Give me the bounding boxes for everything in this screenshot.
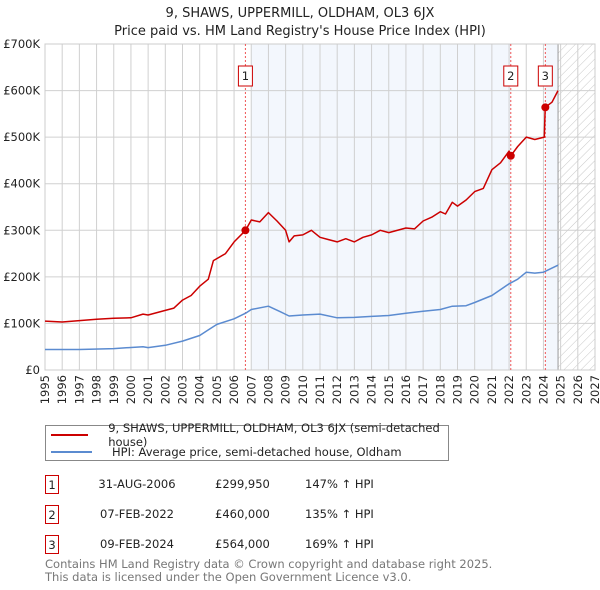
sale-label-box <box>537 65 553 87</box>
x-tick-label: 2014 <box>365 375 379 404</box>
x-tick-label: 2012 <box>330 375 344 404</box>
forecast-hatch <box>558 44 595 370</box>
y-tick-label: £500K <box>3 130 40 144</box>
x-tick-label: 2021 <box>485 375 499 404</box>
x-tick-label: 1999 <box>107 375 121 404</box>
transaction-date: 31-AUG-2006 <box>98 477 176 491</box>
x-tick-label: 1995 <box>38 375 52 404</box>
transaction-price: £299,950 <box>215 477 270 491</box>
transaction-hpi: 169% ↑ HPI <box>305 537 374 551</box>
legend-swatch-blue <box>51 451 92 453</box>
x-tick-label: 2023 <box>519 375 533 404</box>
transaction-date: 07-FEB-2022 <box>100 507 174 521</box>
sale-label-box <box>237 65 253 87</box>
y-tick-label: £200K <box>3 270 40 284</box>
legend-item-hpi: HPI: Average price, semi-detached house,… <box>46 444 402 460</box>
x-tick-label: 2024 <box>536 375 550 404</box>
x-tick-label: 2022 <box>502 375 516 404</box>
y-tick-label: £600K <box>3 84 40 98</box>
footer-licence: This data is licensed under the Open Gov… <box>45 570 412 584</box>
x-tick-label: 2005 <box>210 375 224 404</box>
y-tick-label: £100K <box>3 316 40 330</box>
price-chart: 9, SHAWS, UPPERMILL, OLDHAM, OL3 6JX Pri… <box>3 6 600 404</box>
hpi-line <box>45 264 559 351</box>
x-tick-label: 2010 <box>296 375 310 404</box>
transaction-hpi: 135% ↑ HPI <box>305 507 374 521</box>
x-tick-label: 1998 <box>90 375 104 404</box>
transaction-date: 09-FEB-2024 <box>100 537 174 551</box>
sale-point <box>541 103 550 112</box>
legend-label-hpi: HPI: Average price, semi-detached house,… <box>112 445 402 459</box>
sale-point <box>506 151 515 160</box>
y-tick-label: £0 <box>25 363 40 377</box>
transaction-number: 1 <box>45 475 59 494</box>
shaded-period <box>545 44 559 370</box>
transaction-price: £564,000 <box>215 537 270 551</box>
x-tick-label: 2019 <box>451 375 465 404</box>
chart-legend: 9, SHAWS, UPPERMILL, OLDHAM, OL3 6JX (se… <box>45 421 449 461</box>
plot-border <box>44 43 596 371</box>
footer-copyright: Contains HM Land Registry data © Crown c… <box>45 557 493 571</box>
x-tick-label: 2027 <box>588 375 600 404</box>
price-paid-line <box>44 90 559 323</box>
x-tick-label: 2003 <box>176 375 190 404</box>
x-tick-label: 2008 <box>261 375 275 404</box>
x-tick-label: 2007 <box>244 375 258 404</box>
transaction-number: 2 <box>45 505 59 524</box>
sale-label: 1 <box>242 69 249 83</box>
x-tick-label: 2001 <box>141 375 155 404</box>
x-tick-label: 2009 <box>279 375 293 404</box>
x-tick-label: 2020 <box>468 375 482 404</box>
shaded-period <box>251 44 511 370</box>
transaction-price: £460,000 <box>215 507 270 521</box>
x-tick-label: 2025 <box>554 375 568 404</box>
x-tick-label: 1996 <box>55 375 69 404</box>
sale-label-box <box>503 65 519 87</box>
x-tick-label: 2000 <box>124 375 138 404</box>
transaction-row: 2 07-FEB-2022 £460,000 135% ↑ HPI <box>45 505 445 525</box>
x-tick-label: 2002 <box>158 375 172 404</box>
x-tick-label: 1997 <box>72 375 86 404</box>
chart-title: 9, SHAWS, UPPERMILL, OLDHAM, OL3 6JX <box>166 6 435 21</box>
x-tick-label: 2013 <box>347 375 361 404</box>
sale-point <box>241 226 250 235</box>
x-tick-label: 2006 <box>227 375 241 404</box>
transaction-number: 3 <box>45 535 59 554</box>
chart-subtitle: Price paid vs. HM Land Registry's House … <box>114 24 486 39</box>
transaction-hpi: 147% ↑ HPI <box>305 477 374 491</box>
y-tick-label: £300K <box>3 223 40 237</box>
sale-label: 2 <box>507 69 514 83</box>
footer: Contains HM Land Registry data © Crown c… <box>45 558 492 584</box>
transaction-row: 3 09-FEB-2024 £564,000 169% ↑ HPI <box>45 535 445 555</box>
x-tick-label: 2016 <box>399 375 413 404</box>
transaction-row: 1 31-AUG-2006 £299,950 147% ↑ HPI <box>45 475 445 495</box>
x-tick-label: 2018 <box>433 375 447 404</box>
x-tick-label: 2026 <box>571 375 585 404</box>
legend-swatch-red <box>51 434 89 436</box>
y-tick-label: £700K <box>3 37 40 51</box>
x-tick-label: 2017 <box>416 375 430 404</box>
x-tick-label: 2004 <box>193 375 207 404</box>
legend-label-property: 9, SHAWS, UPPERMILL, OLDHAM, OL3 6JX (se… <box>108 421 440 449</box>
y-tick-label: £400K <box>3 177 40 191</box>
x-tick-label: 2015 <box>382 375 396 404</box>
x-tick-label: 2011 <box>313 375 327 404</box>
legend-item-property: 9, SHAWS, UPPERMILL, OLDHAM, OL3 6JX (se… <box>46 421 448 449</box>
sale-label: 3 <box>542 69 549 83</box>
